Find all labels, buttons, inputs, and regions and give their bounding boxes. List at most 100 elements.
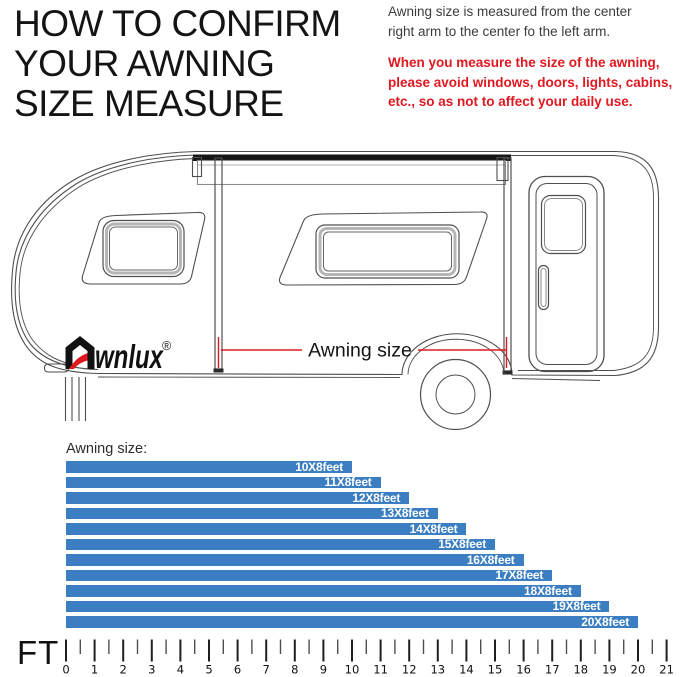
ruler-number: 8 [291,663,298,677]
title-line: HOW TO CONFIRM [14,3,341,44]
title-line: YOUR AWNING [14,43,275,84]
brand-logo-a-leg [87,351,95,369]
size-bar-label: 15X8feet [438,537,486,552]
size-bar-19ft: 19X8feet [66,599,610,614]
trailer-bottom-line [97,376,601,381]
wheel-tire [419,358,492,431]
trailer-nose-inner-line [14,154,197,371]
awning-arm-right-foot [502,370,513,375]
door [528,175,605,373]
ruler-number: 6 [234,663,241,677]
wheel [407,338,505,431]
warning-line: When you measure the size of the awning, [388,55,660,70]
door-outer [528,175,605,373]
awning-left-bracket [191,156,203,178]
ruler-number: 14 [459,663,474,677]
size-bar-16ft: 16X8feet [66,554,524,566]
size-bar-10ft: 10X8feet [66,461,352,473]
door-window-outer [540,194,587,255]
registered-mark: ® [162,339,172,353]
door-handle-outer [537,264,550,311]
middle-window-trim [278,211,488,286]
ruler-unit-label: FT [17,634,59,671]
ruler-number: 15 [488,663,503,677]
ruler-number: 7 [263,663,270,677]
middle-window-frame-band [318,227,457,276]
ruler-number: 2 [120,663,127,677]
front-window [81,211,206,285]
wheel-arch-inner [407,338,505,376]
chart-title: Awning size: [66,441,148,457]
awning-fabric-roll [196,159,507,186]
trailer-diagram: wnlux ® Awning size [11,150,660,431]
front-window-frame-outer [102,219,185,278]
awning-roller-bar [193,154,511,161]
ruler-number: 18 [573,663,588,677]
ruler-number: 3 [148,663,155,677]
brand-logo-a-icon [65,336,95,369]
middle-window-frame-inner [323,231,452,272]
door-handle-inner [540,268,547,307]
ruler-number: 12 [402,663,417,677]
brand-name-text: wnlux [95,338,164,375]
middle-window [278,211,488,286]
ruler-number: 10 [345,663,360,677]
size-bar-label: 16X8feet [466,552,515,567]
size-bar-18ft: 18X8feet [66,585,581,597]
trailer-rear-inner-line [196,155,654,371]
ruler-number: 0 [62,663,69,677]
front-window-frame-band [105,222,182,275]
ruler-number: 4 [177,663,184,677]
awning-right-bracket [496,156,509,182]
front-window-trim [81,211,206,285]
wheel-hub [435,374,476,415]
awning-arm-right [503,157,512,372]
size-bar-13ft: 13X8feet [66,506,438,521]
ruler-numbers: 0 1 2 3 4 5 6 7 8 9 10 11 12 13 14 15 16 17 18 19 20 21 [62,663,674,677]
page-title: HOW TO CONFIRM YOUR AWNING SIZE MEASURE [14,4,384,124]
size-bar-14ft: 14X8feet [66,521,467,536]
measure-annotation: Awning size [217,337,508,368]
hitch-and-legs [43,363,87,421]
ruler-number: 11 [373,663,388,677]
size-bar-label: 12X8feet [352,490,401,505]
measure-note: Awning size is measured from the center r… [388,2,676,41]
warning-line: please avoid windows, doors, lights, cab… [388,74,673,90]
ruler-number: 9 [320,663,327,677]
trailer-body-outline [11,150,660,377]
size-bar-label: 17X8feet [495,568,544,583]
ruler-number: 20 [631,663,646,677]
brand-logo: wnlux ® [65,336,172,375]
ruler-number: 13 [430,663,445,677]
awning-assembly [191,154,513,375]
size-bar-label: 13X8feet [381,506,429,521]
note-line: Awning size is measured from the center [388,4,632,19]
middle-window-frame-outer [315,224,460,279]
size-bar-15ft: 15X8feet [66,537,495,552]
measure-warning: When you measure the size of the awning,… [388,53,679,112]
ruler-number: 1 [91,663,98,677]
ruler-number: 19 [602,663,617,677]
door-inner [535,183,598,365]
warning-line: etc., so as not to affect your daily use… [388,94,633,109]
size-bar-11ft: 11X8feet [66,475,381,490]
size-bar-17ft: 17X8feet [66,568,553,583]
ruler-ticks [65,639,668,662]
size-bar-label: 11X8feet [324,475,372,490]
ft-ruler: FT 0 1 2 3 4 5 6 7 8 9 10 11 12 13 14 15 16 17 18 19 20 21 [17,634,674,677]
size-bar-label: 19X8feet [552,599,601,614]
size-bar-label: 14X8feet [409,521,458,536]
trailer-nose-inner-line2 [18,158,197,365]
awning-arm-left-foot [213,368,224,373]
ruler-number: 5 [205,663,212,677]
door-window-inner [544,198,583,251]
brand-logo-red-swoosh-icon [69,352,92,369]
size-bar-12ft: 12X8feet [66,490,410,505]
ruler-number: 16 [516,663,531,677]
front-window-frame-inner [109,226,178,271]
size-bar-label: 18X8feet [524,583,572,598]
note-line: right arm to the center fo the left arm. [388,23,611,39]
measure-label: Awning size [308,340,412,362]
ruler-number: 21 [659,663,674,677]
size-bar-label: 10X8feet [295,459,343,474]
